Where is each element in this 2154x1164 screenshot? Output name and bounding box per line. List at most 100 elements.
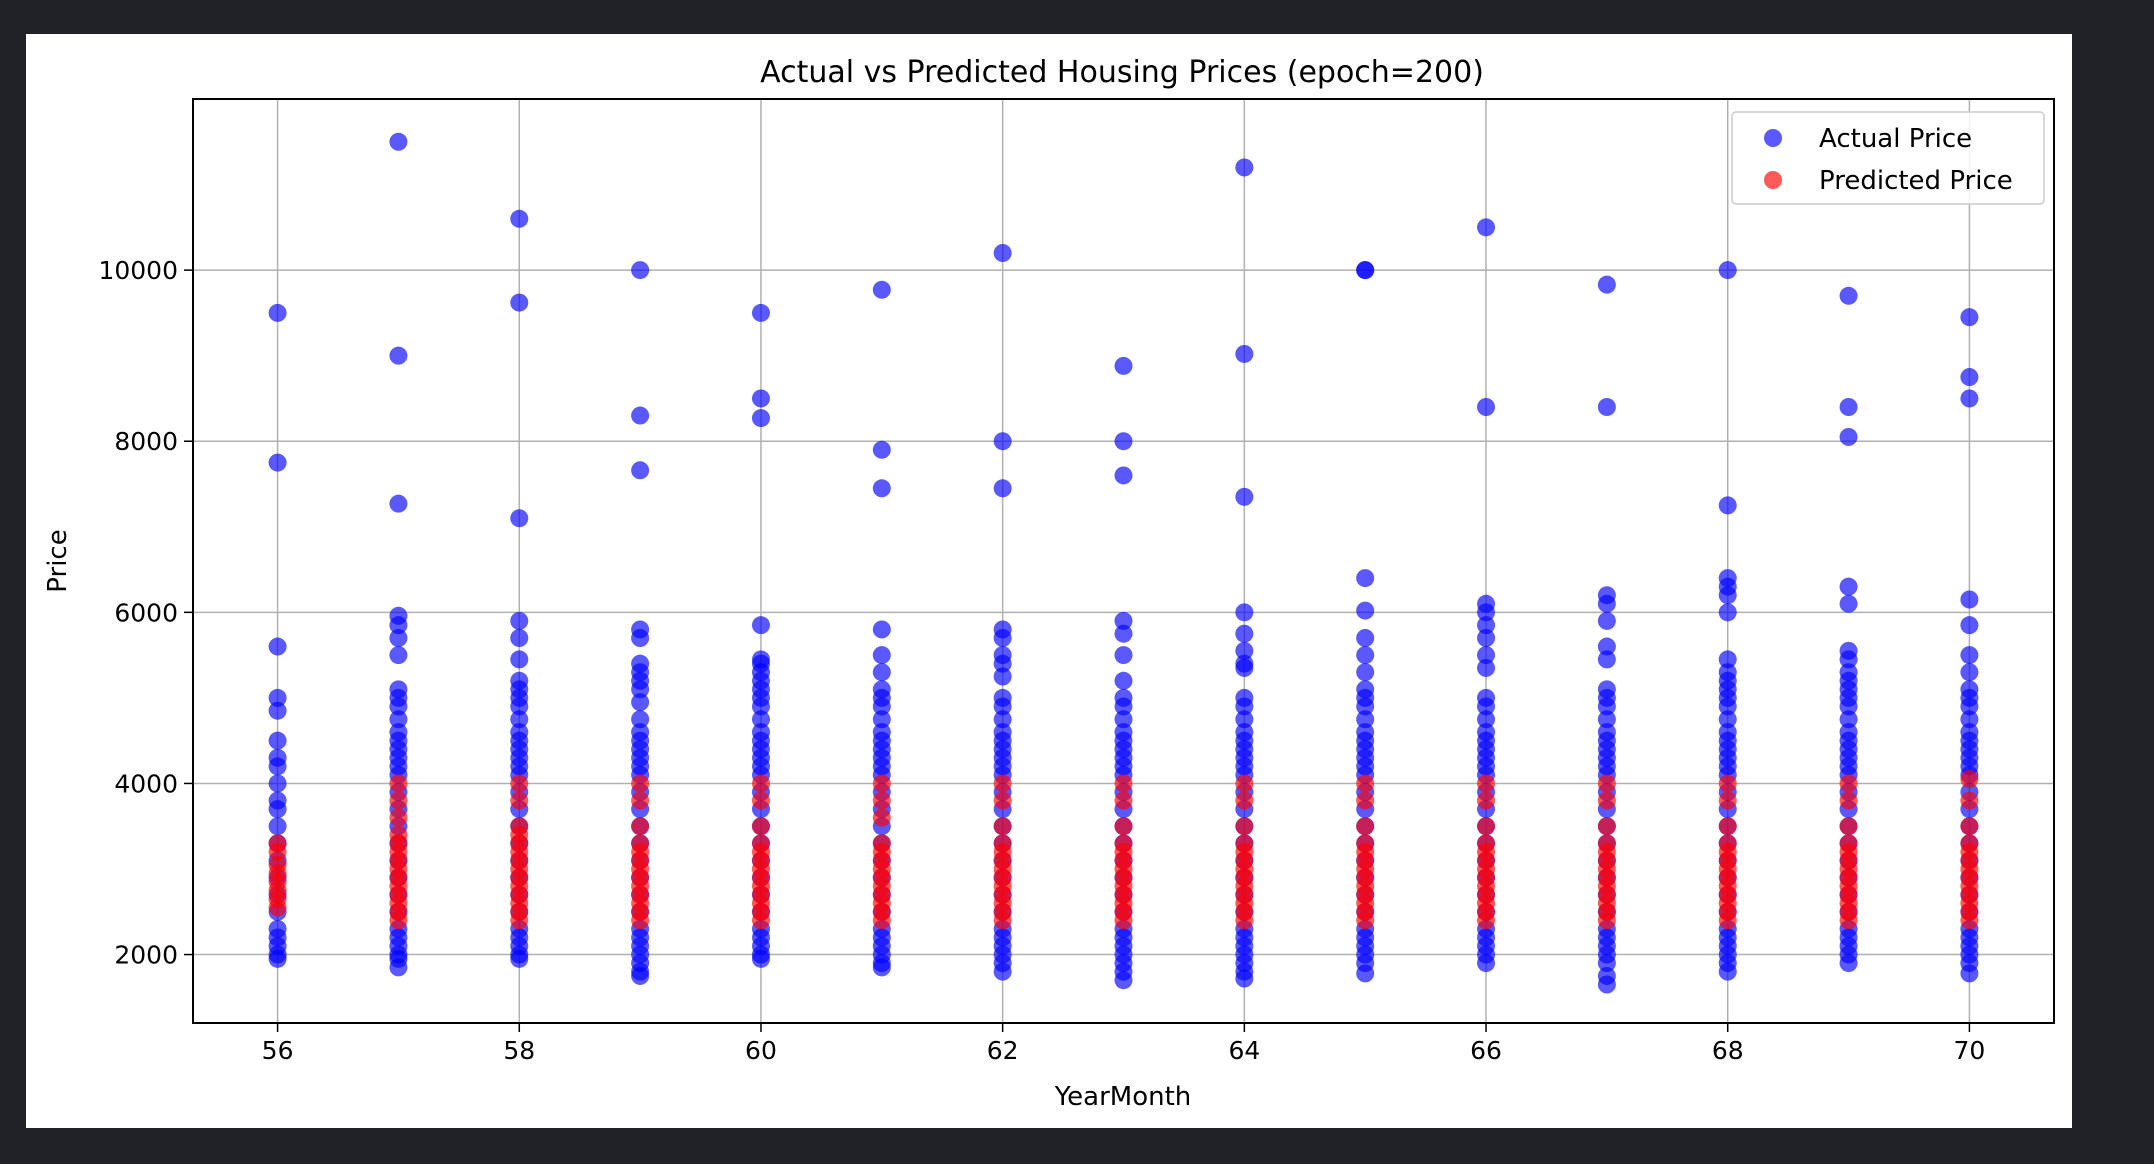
actual-price-point xyxy=(1597,710,1616,729)
actual-price-point xyxy=(872,479,891,498)
actual-price-point xyxy=(268,800,287,819)
actual-price-point xyxy=(389,646,408,665)
actual-price-point xyxy=(1960,710,1979,729)
actual-price-point xyxy=(1839,954,1858,973)
actual-price-point xyxy=(1114,697,1133,716)
actual-price-point xyxy=(1718,261,1737,280)
predicted-price-point xyxy=(1718,774,1737,793)
predicted-price-point xyxy=(268,842,287,861)
predicted-price-point xyxy=(993,911,1012,930)
actual-price-point xyxy=(1235,658,1254,677)
actual-price-point xyxy=(510,293,529,312)
actual-price-point xyxy=(993,710,1012,729)
actual-price-point xyxy=(1235,487,1254,506)
predicted-price-point xyxy=(1597,791,1616,810)
actual-price-point xyxy=(751,710,770,729)
predicted-price-point xyxy=(1477,817,1496,836)
predicted-price-point xyxy=(389,774,408,793)
predicted-price-point xyxy=(1356,774,1375,793)
actual-price-point xyxy=(1235,641,1254,660)
actual-price-point xyxy=(631,461,650,480)
actual-price-point xyxy=(872,280,891,299)
x-tick-label: 66 xyxy=(1470,1036,1502,1065)
actual-price-point xyxy=(1839,697,1858,716)
predicted-price-point xyxy=(268,898,287,917)
actual-price-point xyxy=(1114,611,1133,630)
predicted-price-point xyxy=(510,911,529,930)
actual-price-point xyxy=(1960,308,1979,327)
actual-price-point xyxy=(1477,218,1496,237)
predicted-price-point xyxy=(1718,911,1737,930)
predicted-price-point xyxy=(1356,791,1375,810)
actual-price-point xyxy=(872,440,891,459)
predicted-price-point xyxy=(872,774,891,793)
actual-price-point xyxy=(1839,710,1858,729)
predicted-price-point xyxy=(1477,791,1496,810)
actual-price-point xyxy=(1356,646,1375,665)
predicted-price-point xyxy=(993,791,1012,810)
predicted-price-point xyxy=(1235,791,1254,810)
actual-price-point xyxy=(1235,603,1254,622)
actual-price-point xyxy=(1235,624,1254,643)
actual-price-point xyxy=(1477,710,1496,729)
actual-price-point xyxy=(389,697,408,716)
actual-price-point xyxy=(1235,969,1254,988)
actual-price-point xyxy=(993,654,1012,673)
actual-price-point xyxy=(993,244,1012,262)
actual-price-point xyxy=(1960,964,1979,983)
predicted-price-point xyxy=(1114,791,1133,810)
actual-price-point xyxy=(1839,594,1858,613)
predicted-price-point xyxy=(389,911,408,930)
actual-price-point xyxy=(268,731,287,750)
predicted-price-point xyxy=(872,808,891,827)
actual-price-point xyxy=(268,817,287,836)
predicted-price-point xyxy=(1718,791,1737,810)
actual-price-point xyxy=(1597,697,1616,716)
actual-price-point xyxy=(751,389,770,408)
legend-marker-actual xyxy=(1764,129,1782,147)
actual-price-point xyxy=(1114,432,1133,451)
actual-price-point xyxy=(751,949,770,968)
predicted-price-point xyxy=(1960,911,1979,930)
actual-price-point xyxy=(1718,586,1737,605)
actual-price-point xyxy=(1114,466,1133,485)
predicted-price-point xyxy=(1477,911,1496,930)
predicted-price-point xyxy=(1356,817,1375,836)
actual-price-point xyxy=(631,693,650,712)
actual-price-point xyxy=(1597,975,1616,994)
actual-price-point xyxy=(268,688,287,707)
actual-price-point xyxy=(751,697,770,716)
predicted-price-point xyxy=(1597,774,1616,793)
actual-price-point xyxy=(1960,368,1979,387)
y-axis-label: Price xyxy=(43,529,73,592)
predicted-price-point xyxy=(1839,817,1858,836)
x-tick-label: 58 xyxy=(503,1036,535,1065)
y-tick-label: 8000 xyxy=(114,427,178,456)
actual-price-point xyxy=(1114,710,1133,729)
actual-price-point xyxy=(1477,629,1496,647)
predicted-price-point xyxy=(631,791,650,810)
predicted-price-point xyxy=(751,911,770,930)
predicted-price-point xyxy=(631,911,650,930)
actual-price-point xyxy=(1718,697,1737,716)
actual-price-point xyxy=(1114,624,1133,643)
actual-price-point xyxy=(389,710,408,729)
actual-price-point xyxy=(1597,594,1616,613)
actual-price-point xyxy=(1235,158,1254,177)
predicted-price-point xyxy=(389,808,408,827)
legend-marker-predicted xyxy=(1764,171,1782,189)
actual-price-point xyxy=(993,667,1012,686)
y-tick-label: 6000 xyxy=(114,598,178,627)
actual-price-point xyxy=(268,757,287,776)
predicted-price-point xyxy=(1114,774,1133,793)
actual-price-point xyxy=(1114,646,1133,665)
actual-price-point xyxy=(872,958,891,977)
actual-price-point xyxy=(268,453,287,472)
actual-price-point xyxy=(1356,697,1375,716)
actual-price-point xyxy=(631,710,650,729)
actual-price-point xyxy=(1718,962,1737,981)
actual-price-point xyxy=(389,629,408,647)
actual-price-point xyxy=(1477,398,1496,416)
predicted-price-point xyxy=(872,791,891,810)
actual-price-point xyxy=(389,958,408,977)
